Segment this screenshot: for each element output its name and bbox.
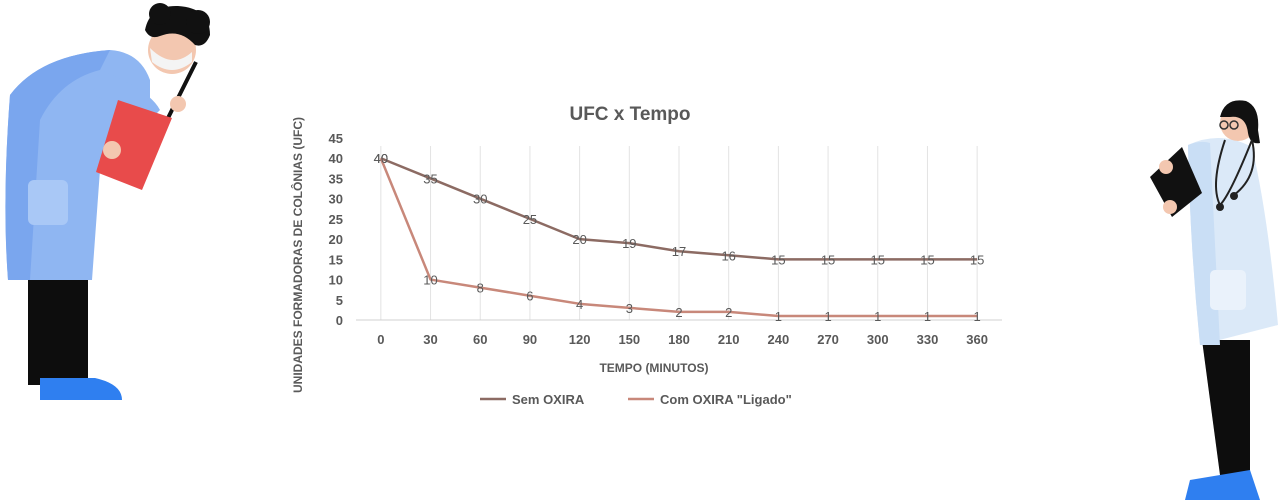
data-label: 20	[572, 232, 586, 247]
series-line	[380, 157, 978, 261]
data-label: 16	[721, 248, 735, 263]
vertical-gridlines	[380, 146, 978, 320]
data-label: 6	[526, 289, 533, 304]
data-label: 35	[423, 171, 437, 186]
y-tick-label: 5	[336, 293, 343, 308]
data-label: 15	[871, 252, 885, 267]
x-tick-label: 180	[668, 332, 690, 347]
x-tick-label: 360	[966, 332, 988, 347]
data-label: 1	[874, 309, 881, 324]
data-label: 8	[477, 281, 484, 296]
legend: Sem OXIRA Com OXIRA "Ligado"	[480, 392, 792, 407]
y-tick-label: 10	[329, 273, 343, 288]
data-label: 40	[374, 151, 388, 166]
chart-title: UFC x Tempo	[569, 104, 690, 125]
data-label: 1	[924, 309, 931, 324]
nurse-with-stethoscope-icon	[1150, 100, 1278, 500]
data-label: 15	[920, 252, 934, 267]
data-label: 25	[523, 212, 537, 227]
x-tick-label: 330	[917, 332, 939, 347]
y-tick-label: 15	[329, 252, 343, 267]
x-axis-ticks: 0 30 60 90 120 150 180 210 240 270 300 330 360	[377, 332, 988, 347]
data-label: 10	[423, 273, 437, 288]
y-tick-label: 20	[329, 232, 343, 247]
x-tick-label: 120	[569, 332, 591, 347]
x-tick-label: 60	[473, 332, 487, 347]
series-line	[379, 157, 978, 318]
data-label: 1	[824, 309, 831, 324]
data-label: 1	[974, 309, 981, 324]
y-tick-label: 40	[329, 151, 343, 166]
legend-label: Sem OXIRA	[512, 392, 585, 407]
data-label: 2	[675, 305, 682, 320]
x-tick-label: 240	[768, 332, 790, 347]
y-axis-ticks: 0 5 10 15 20 25 30 35 40 45	[329, 131, 343, 328]
data-label: 15	[821, 252, 835, 267]
y-tick-label: 25	[329, 212, 343, 227]
y-tick-label: 45	[329, 131, 343, 146]
data-label: 1	[775, 309, 782, 324]
data-label: 15	[771, 252, 785, 267]
x-tick-label: 150	[618, 332, 640, 347]
data-label: 30	[473, 192, 487, 207]
y-tick-label: 30	[329, 192, 343, 207]
y-axis-title: UNIDADES FORMADORAS DE COLÔNIAS (UFC)	[290, 117, 305, 393]
x-axis-title: TEMPO (MINUTOS)	[599, 361, 708, 375]
data-label: 19	[622, 236, 636, 251]
y-tick-label: 0	[336, 313, 343, 328]
data-label: 3	[626, 301, 633, 316]
data-label: 15	[970, 252, 984, 267]
x-tick-label: 210	[718, 332, 740, 347]
x-tick-label: 270	[817, 332, 839, 347]
x-tick-label: 90	[523, 332, 537, 347]
data-label: 4	[576, 297, 583, 312]
data-label: 17	[672, 244, 686, 259]
data-label: 2	[725, 305, 732, 320]
series-2: 40 10 8 6 4 3 2 2 1 1 1 1 1	[374, 151, 981, 324]
y-tick-label: 35	[329, 171, 343, 186]
x-tick-label: 300	[867, 332, 889, 347]
x-tick-label: 30	[423, 332, 437, 347]
legend-label: Com OXIRA "Ligado"	[660, 392, 792, 407]
x-tick-label: 0	[377, 332, 384, 347]
doctor-with-clipboard-icon	[5, 3, 210, 400]
